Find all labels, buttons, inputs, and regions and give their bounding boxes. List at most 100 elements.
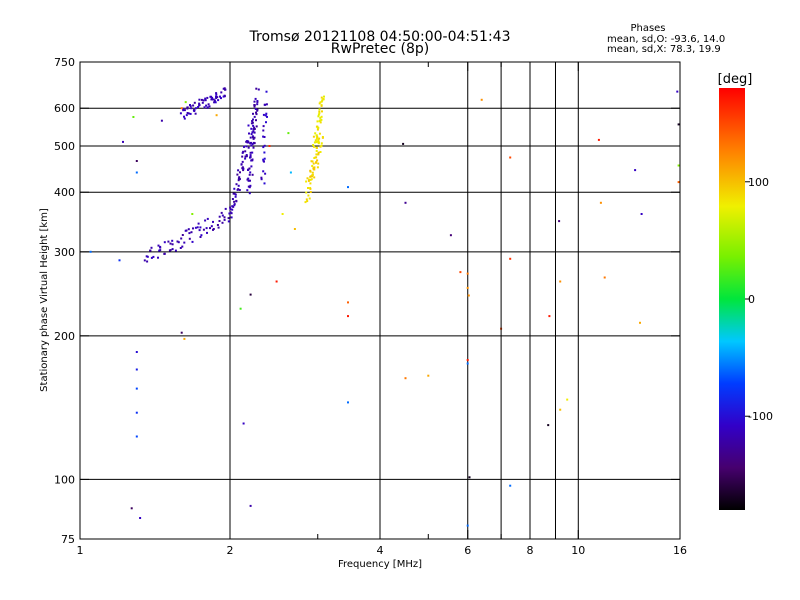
data-point xyxy=(190,107,193,110)
y-tick-label: 750 xyxy=(54,56,75,69)
data-point xyxy=(212,228,215,230)
data-point xyxy=(253,136,256,139)
data-point xyxy=(252,130,255,133)
data-point xyxy=(252,146,255,149)
data-point xyxy=(197,106,200,108)
data-point xyxy=(263,103,266,106)
data-point xyxy=(233,187,236,190)
data-point xyxy=(262,170,265,173)
data-point xyxy=(238,176,241,179)
data-point xyxy=(135,160,138,162)
data-point xyxy=(235,183,238,186)
data-point xyxy=(509,484,512,487)
y-axis-label: Stationary phase Virtual Height [km] xyxy=(39,208,50,392)
data-point xyxy=(265,90,268,93)
data-point xyxy=(466,362,469,365)
data-point xyxy=(547,424,550,427)
data-point xyxy=(317,151,320,154)
x-tick-label: 8 xyxy=(527,544,534,557)
data-point xyxy=(200,234,203,237)
x-tick-label: 10 xyxy=(571,544,585,557)
data-point xyxy=(242,167,245,170)
data-point xyxy=(249,156,251,159)
data-point xyxy=(205,227,208,230)
data-point xyxy=(247,179,250,182)
data-point xyxy=(323,95,325,98)
data-point xyxy=(193,101,196,104)
data-point xyxy=(171,243,174,246)
data-point xyxy=(287,132,290,135)
data-point xyxy=(308,197,311,200)
data-point xyxy=(639,321,641,324)
stats-x: mean, sd,X: 78.3, 19.9 xyxy=(607,44,721,55)
data-point xyxy=(268,145,271,147)
data-point xyxy=(211,96,214,99)
data-point xyxy=(312,135,315,138)
data-point xyxy=(548,315,551,318)
data-point xyxy=(251,173,254,176)
data-point xyxy=(180,107,183,110)
data-point xyxy=(320,118,323,121)
data-point xyxy=(130,507,133,510)
data-point xyxy=(196,226,199,229)
data-point xyxy=(180,237,183,240)
data-point xyxy=(312,162,315,165)
data-point xyxy=(305,180,308,183)
data-point xyxy=(177,241,180,244)
data-point xyxy=(265,112,268,115)
data-point xyxy=(404,201,407,204)
data-point xyxy=(320,115,323,118)
data-point xyxy=(236,173,239,176)
data-point xyxy=(317,153,320,156)
data-point xyxy=(185,229,188,232)
data-point xyxy=(183,115,185,118)
data-point xyxy=(193,110,196,112)
data-point xyxy=(321,99,324,102)
data-point xyxy=(231,198,234,200)
data-point xyxy=(314,139,317,142)
data-point xyxy=(320,96,323,99)
data-point xyxy=(313,166,316,169)
data-point xyxy=(249,136,252,139)
data-point xyxy=(347,301,349,304)
data-point xyxy=(197,222,200,225)
data-point xyxy=(263,151,266,154)
data-point xyxy=(149,249,152,252)
data-point xyxy=(204,219,207,222)
data-point xyxy=(188,237,191,240)
data-point xyxy=(402,142,405,145)
y-tick-label: 600 xyxy=(54,102,75,115)
data-point xyxy=(199,236,202,238)
data-point xyxy=(253,115,256,118)
data-point xyxy=(150,246,153,249)
data-point xyxy=(212,220,214,223)
data-point xyxy=(202,99,205,102)
data-point xyxy=(315,150,318,152)
data-point xyxy=(310,175,313,178)
data-point xyxy=(263,136,266,138)
data-point xyxy=(253,142,256,145)
data-point xyxy=(231,208,234,211)
data-point xyxy=(262,160,265,163)
data-point xyxy=(316,128,319,131)
data-point xyxy=(244,157,247,160)
data-point xyxy=(313,157,316,159)
y-tick-label: 100 xyxy=(54,473,75,486)
data-point xyxy=(190,231,193,234)
data-point xyxy=(211,98,214,101)
data-point xyxy=(191,240,194,243)
data-point xyxy=(180,331,183,334)
data-point xyxy=(249,154,252,157)
data-point xyxy=(203,106,206,109)
data-point xyxy=(174,249,177,252)
data-point xyxy=(224,88,226,91)
data-point xyxy=(251,120,254,122)
data-point xyxy=(264,114,267,117)
data-point xyxy=(135,387,138,390)
data-point xyxy=(159,245,162,248)
data-point xyxy=(281,213,284,215)
data-point xyxy=(233,204,236,207)
data-point xyxy=(132,116,135,118)
data-point xyxy=(135,435,138,438)
data-point xyxy=(229,206,232,209)
